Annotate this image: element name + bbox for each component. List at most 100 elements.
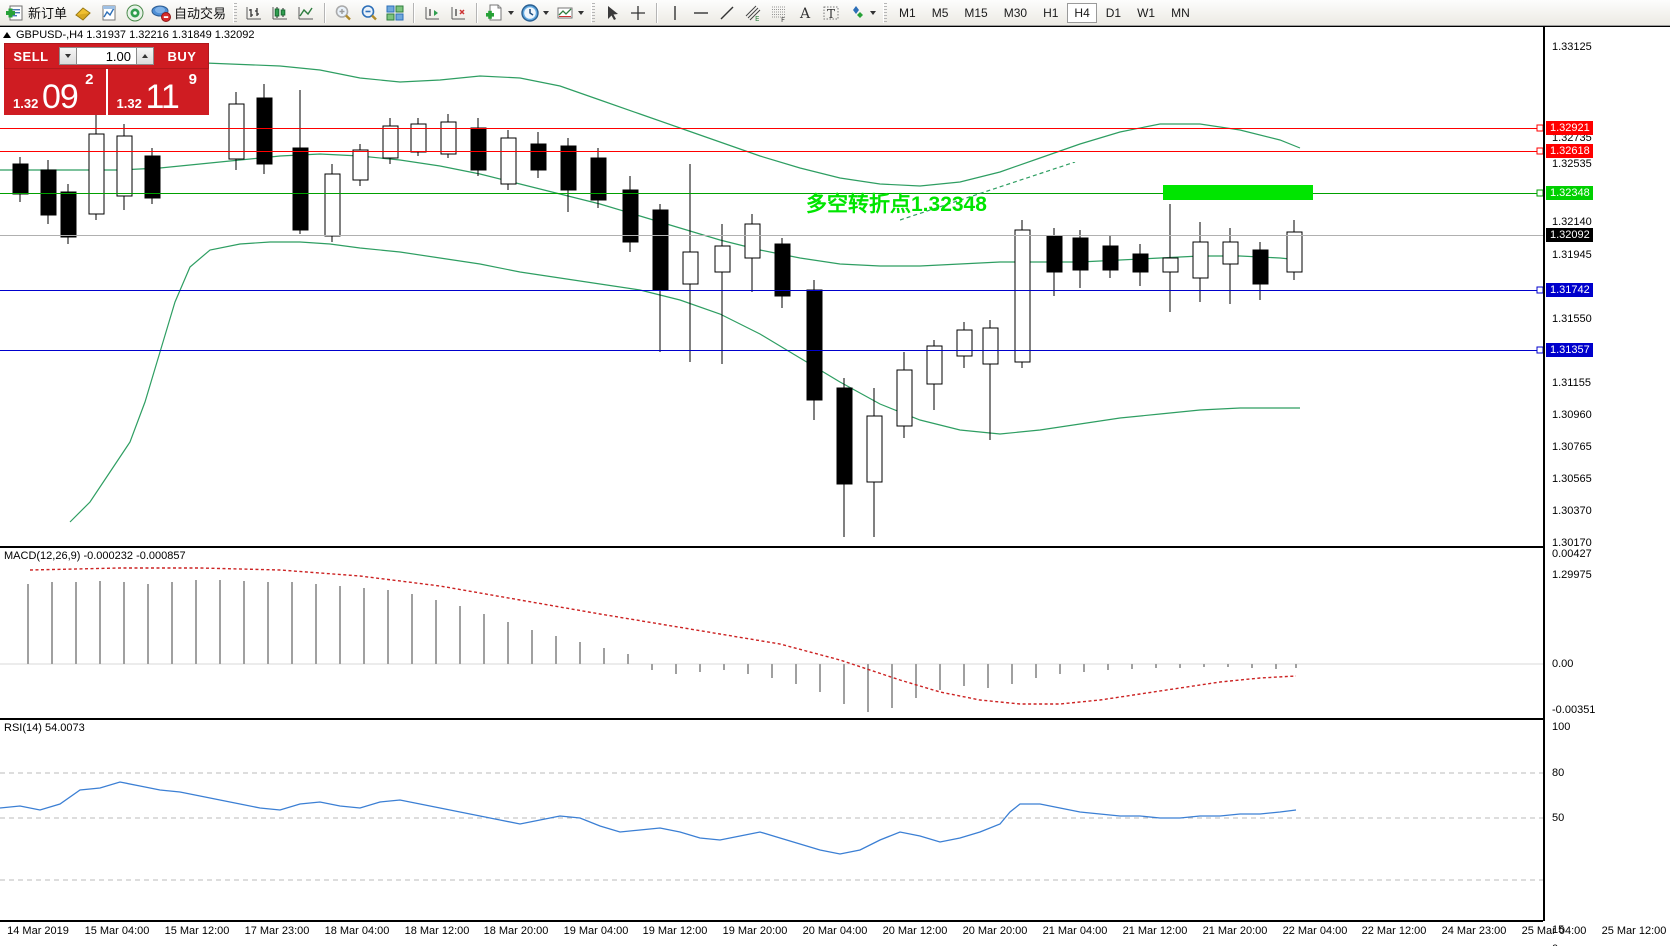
time-label: 22 Mar 04:00: [1282, 925, 1348, 937]
equidistant-channel-button[interactable]: E: [740, 1, 766, 25]
time-label: 19 Mar 04:00: [563, 925, 629, 937]
fibonacci-button[interactable]: F: [766, 1, 792, 25]
time-label: 18 Mar 20:00: [483, 925, 549, 937]
price-tick-label: 1.30960: [1552, 409, 1592, 421]
timeframe-d1[interactable]: D1: [1105, 5, 1122, 20]
time-label: 21 Mar 12:00: [1122, 925, 1188, 937]
price-tick-label: 1.29975: [1552, 569, 1592, 581]
vertical-line-button[interactable]: [662, 1, 688, 25]
volume-increment-button[interactable]: [136, 47, 154, 65]
buy-price-display[interactable]: 1.32 11 9: [107, 69, 209, 116]
templates-icon: [485, 3, 505, 23]
crosshair-icon: [628, 3, 648, 23]
time-label: 17 Mar 23:00: [244, 925, 310, 937]
price-level-box-current: 1.32092: [1546, 228, 1593, 242]
shapes-icon: [847, 3, 867, 23]
timeframe-h4[interactable]: H4: [1067, 2, 1097, 23]
equidistant-channel-icon: E: [743, 3, 763, 23]
horizontal-line-button[interactable]: [688, 1, 714, 25]
time-label: 18 Mar 04:00: [324, 925, 390, 937]
time-label: 19 Mar 20:00: [722, 925, 788, 937]
bar-chart-button[interactable]: [241, 1, 267, 25]
sell-price-prefix: 1.32: [13, 96, 39, 111]
zoom-in-button[interactable]: [330, 1, 356, 25]
period-separator-button[interactable]: [517, 1, 552, 25]
macd-pane: [0, 567, 1543, 712]
chart-annotation-text[interactable]: 多空转折点1.32348: [806, 193, 987, 216]
price-level-box-support-1[interactable]: 1.31742: [1546, 283, 1593, 297]
new-order-button[interactable]: 新订单: [2, 1, 70, 25]
sell-button[interactable]: SELL: [13, 48, 49, 64]
volume-decrement-button[interactable]: [59, 47, 77, 65]
timeframe-mn[interactable]: MN: [1171, 5, 1190, 20]
pivot-line[interactable]: [0, 193, 1543, 194]
support-line-1[interactable]: [0, 290, 1543, 291]
tile-windows-button[interactable]: [382, 1, 408, 25]
volume-input[interactable]: 1.00: [77, 47, 136, 65]
time-label: 20 Mar 12:00: [882, 925, 948, 937]
support-line-2[interactable]: [0, 350, 1543, 351]
timeframe-h1[interactable]: H1: [1043, 5, 1059, 20]
auto-trading-button[interactable]: 自动交易: [148, 1, 229, 25]
shapes-dropdown-caret[interactable]: [870, 10, 877, 15]
toolbar-separator: [324, 2, 326, 23]
cursor-button[interactable]: [599, 1, 625, 25]
indicators-button[interactable]: [96, 1, 122, 25]
price-level-box-support-2[interactable]: 1.31357: [1546, 343, 1593, 357]
properties-button[interactable]: [552, 1, 587, 25]
resistance-line-1[interactable]: [0, 128, 1543, 129]
expert-advisors-button[interactable]: [70, 1, 96, 25]
time-axis[interactable]: 14 Mar 2019 15 Mar 04:00 15 Mar 12:00 17…: [0, 921, 1666, 946]
shift-start-button[interactable]: [445, 1, 471, 25]
price-pane: [0, 61, 1303, 537]
vertical-line-icon: [665, 3, 685, 23]
toolbar-grip-2[interactable]: [591, 2, 596, 23]
properties-dropdown-caret[interactable]: [578, 10, 585, 15]
timeframe-m5[interactable]: M5: [931, 5, 949, 20]
period-dropdown-caret[interactable]: [543, 10, 550, 15]
buy-button[interactable]: BUY: [167, 48, 197, 64]
svg-text:E: E: [755, 15, 759, 23]
sell-price-display[interactable]: 1.32 09 2: [4, 69, 106, 116]
macd-tick-label: 0.00427: [1552, 548, 1592, 560]
zoom-out-button[interactable]: [356, 1, 382, 25]
price-level-box-resistance-2[interactable]: 1.32618: [1546, 144, 1593, 158]
signals-button[interactable]: [122, 1, 148, 25]
shift-end-button[interactable]: [419, 1, 445, 25]
candlestick-chart-icon: [270, 3, 290, 23]
chart-area[interactable]: GBPUSD-,H4 1.31937 1.32216 1.31849 1.320…: [0, 26, 1670, 946]
rsi-pane-divider[interactable]: [0, 718, 1543, 720]
price-level-box-resistance-1[interactable]: 1.32921: [1546, 121, 1593, 135]
auto-trading-label: 自动交易: [174, 6, 227, 21]
time-label: 22 Mar 12:00: [1361, 925, 1427, 937]
templates-dropdown-caret[interactable]: [508, 10, 515, 15]
shapes-button[interactable]: [844, 1, 879, 25]
crosshair-button[interactable]: [625, 1, 651, 25]
bar-chart-icon: [244, 3, 264, 23]
resistance-line-2[interactable]: [0, 151, 1543, 152]
toolbar-grip[interactable]: [233, 2, 238, 23]
text-button[interactable]: A: [792, 1, 818, 25]
timeframe-m1[interactable]: M1: [899, 5, 916, 20]
templates-button[interactable]: [482, 1, 517, 25]
line-chart-button[interactable]: [293, 1, 319, 25]
buy-price-fraction: 9: [188, 71, 197, 88]
volume-control[interactable]: 1.00: [59, 47, 154, 65]
price-level-box-pivot[interactable]: 1.32348: [1546, 186, 1593, 200]
macd-tick-label: -0.00351: [1552, 704, 1596, 716]
price-tick-label: 1.31550: [1552, 313, 1592, 325]
candlestick-chart-button[interactable]: [267, 1, 293, 25]
timeframe-m30[interactable]: M30: [1003, 5, 1028, 20]
trendline-button[interactable]: [714, 1, 740, 25]
symbol-ohlc-text: GBPUSD-,H4 1.31937 1.32216 1.31849 1.320…: [16, 29, 255, 41]
one-click-trading-panel[interactable]: SELL 1.00 BUY 1.32 09 2: [4, 43, 209, 116]
price-axis-border: [1543, 27, 1545, 921]
toolbar-grip-3[interactable]: [883, 2, 888, 23]
auto-trading-icon: [151, 3, 172, 23]
highlight-rectangle[interactable]: [1163, 185, 1313, 200]
macd-pane-divider[interactable]: [0, 546, 1543, 548]
text-label-button[interactable]: T: [818, 1, 844, 25]
timeframe-w1[interactable]: W1: [1137, 5, 1156, 20]
collapse-triangle-icon[interactable]: [3, 32, 11, 38]
timeframe-m15[interactable]: M15: [964, 5, 988, 20]
